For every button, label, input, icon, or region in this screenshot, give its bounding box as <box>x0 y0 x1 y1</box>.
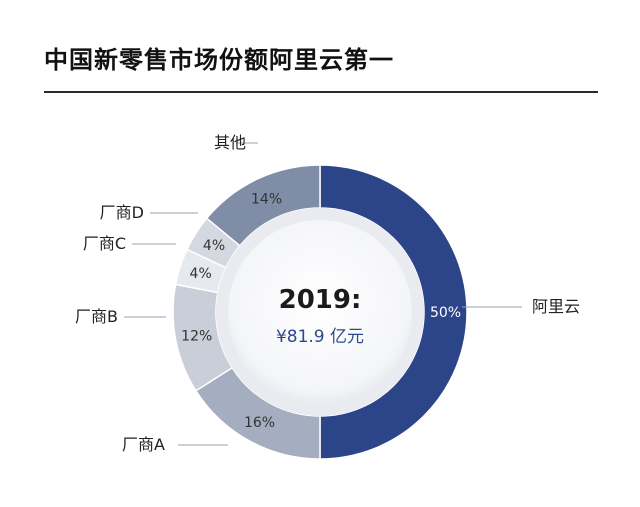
slice-value-vendor-a: 16% <box>244 415 275 431</box>
slice-value-others: 14% <box>251 191 282 207</box>
slice-name-aliyun: 阿里云 <box>532 297 580 316</box>
page-title: 中国新零售市场份额阿里云第一 <box>44 46 394 74</box>
slice-name-vendor-b: 厂商B <box>75 307 118 326</box>
center-total: ¥81.9 亿元 <box>276 327 364 347</box>
slice-name-others: 其他 <box>214 133 246 152</box>
center-year: 2019: <box>279 285 362 315</box>
center-disk <box>228 220 412 404</box>
leader-lines <box>124 142 522 446</box>
slice-value-vendor-b: 12% <box>181 329 212 345</box>
slice-name-vendor-a: 厂商A <box>122 435 165 454</box>
slice-labels: 50% 阿里云 16% 厂商A 12% 厂商B 4% 厂商C 4% 厂商D 14% 其他 <box>75 133 580 454</box>
slice-value-aliyun: 50% <box>430 305 461 321</box>
slice-name-vendor-c: 厂商C <box>83 234 126 253</box>
slice-name-vendor-d: 厂商D <box>100 203 144 222</box>
slice-value-vendor-c: 4% <box>190 266 212 282</box>
slice-value-vendor-d: 4% <box>203 238 225 254</box>
title-divider <box>44 91 598 93</box>
